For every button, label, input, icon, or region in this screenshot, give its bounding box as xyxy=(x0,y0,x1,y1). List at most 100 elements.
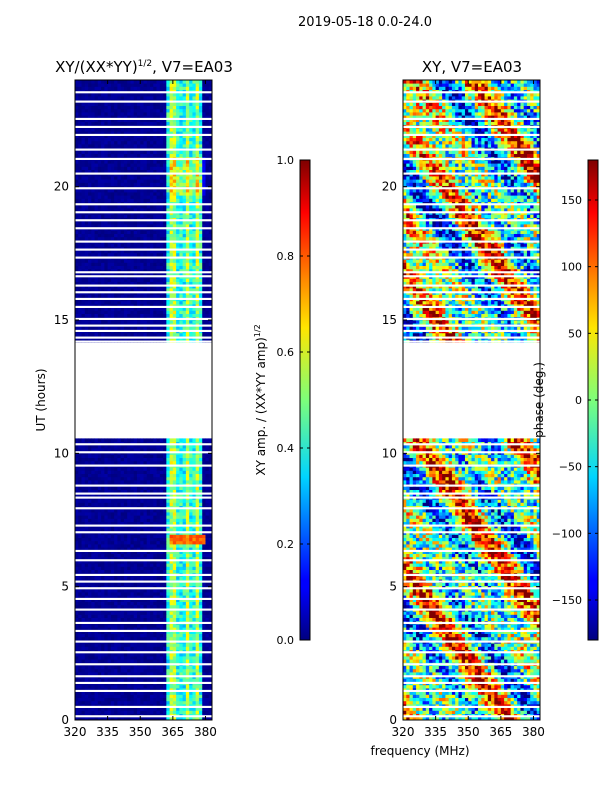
heatmap-cell xyxy=(75,540,79,545)
heatmap-cell xyxy=(114,688,118,692)
heatmap-cell xyxy=(176,320,180,324)
heatmap-cell xyxy=(208,521,213,526)
heatmap-cell xyxy=(136,576,141,580)
heatmap-cell xyxy=(182,550,187,554)
heatmap-cell xyxy=(202,480,206,484)
heatmap-cell xyxy=(123,499,128,503)
heatmap-cell xyxy=(189,528,193,532)
heatmap-cell xyxy=(172,716,177,721)
heatmap-cell xyxy=(198,556,203,561)
heatmap-cell xyxy=(130,460,135,465)
heatmap-cell xyxy=(120,262,125,266)
heatmap-cell xyxy=(179,553,184,558)
heatmap-cell xyxy=(130,710,135,714)
heatmap-cell xyxy=(97,694,102,698)
heatmap-cell xyxy=(192,636,197,641)
heatmap-cell xyxy=(198,300,203,305)
heatmap-cell xyxy=(189,537,193,542)
heatmap-cell xyxy=(198,467,203,471)
heatmap-cell xyxy=(123,332,128,337)
heatmap-cell xyxy=(146,518,151,522)
heatmap-cell xyxy=(159,665,164,670)
heatmap-cell xyxy=(78,547,82,551)
heatmap-cell xyxy=(198,716,203,721)
heatmap-cell xyxy=(208,528,213,532)
heatmap-cell xyxy=(104,560,109,564)
heatmap-cell xyxy=(150,595,154,599)
heatmap-cell xyxy=(192,259,197,263)
heatmap-cell xyxy=(123,672,128,676)
heatmap-cell xyxy=(169,672,174,676)
heatmap-cell xyxy=(202,668,206,673)
heatmap-cell xyxy=(140,707,144,711)
heatmap-cell xyxy=(182,540,187,545)
heatmap-cell xyxy=(179,278,184,282)
heatmap-cell xyxy=(101,665,105,670)
heatmap-cell xyxy=(150,684,154,689)
heatmap-cell xyxy=(195,576,200,580)
heatmap-cell xyxy=(110,259,115,263)
heatmap-cell xyxy=(75,288,79,292)
heatmap-cell xyxy=(192,630,197,634)
heatmap-cell xyxy=(78,320,82,324)
heatmap-cell xyxy=(179,665,184,670)
heatmap-cell xyxy=(198,617,203,622)
heatmap-cell xyxy=(182,262,187,266)
heatmap-cell xyxy=(156,672,161,676)
heatmap-cell xyxy=(195,489,200,494)
heatmap-cell xyxy=(143,476,148,481)
heatmap-cell xyxy=(136,252,141,257)
heatmap-cell xyxy=(143,310,148,314)
heatmap-cell xyxy=(150,633,154,638)
heatmap-cell xyxy=(101,508,105,513)
heatmap-cell xyxy=(130,512,135,516)
heatmap-cell xyxy=(104,694,109,698)
heatmap-cell xyxy=(153,614,157,618)
heatmap-cell xyxy=(91,566,95,570)
heatmap-cell xyxy=(172,528,177,532)
heatmap-cell xyxy=(192,534,197,538)
heatmap-cell xyxy=(91,518,95,522)
heatmap-cell xyxy=(185,300,190,305)
heatmap-cell xyxy=(88,320,92,324)
heatmap-cell xyxy=(130,604,135,609)
heatmap-cell xyxy=(169,300,174,305)
heatmap-cell xyxy=(202,502,206,506)
heatmap-cell xyxy=(75,604,79,609)
heatmap-cell xyxy=(146,684,151,689)
heatmap-cell xyxy=(88,592,92,596)
heatmap-cell xyxy=(163,252,167,257)
heatmap-cell xyxy=(114,521,118,526)
heatmap-cell xyxy=(205,678,210,682)
heatmap-cell xyxy=(189,326,193,330)
heatmap-cell xyxy=(156,313,161,318)
heatmap-cell xyxy=(195,444,200,449)
heatmap-cell xyxy=(189,556,193,561)
heatmap-cell xyxy=(192,550,197,554)
heatmap-cell xyxy=(153,700,157,705)
heatmap-cell xyxy=(117,528,122,532)
heatmap-cell xyxy=(114,547,118,551)
heatmap-cell xyxy=(117,288,122,292)
heatmap-cell xyxy=(123,438,128,442)
heatmap-cell xyxy=(117,313,122,318)
heatmap-cell xyxy=(159,313,164,318)
heatmap-cell xyxy=(127,576,131,580)
heatmap-cell xyxy=(156,704,161,708)
heatmap-cell xyxy=(192,476,197,481)
heatmap-cell xyxy=(146,576,151,580)
heatmap-cell xyxy=(84,307,89,311)
heatmap-cell xyxy=(133,313,138,318)
heatmap-cell xyxy=(123,592,128,596)
heatmap-cell xyxy=(185,704,190,708)
heatmap-cell xyxy=(150,457,154,462)
heatmap-cell xyxy=(101,288,105,292)
heatmap-cell xyxy=(140,540,144,545)
heatmap-cell xyxy=(189,534,193,538)
heatmap-cell xyxy=(78,694,82,698)
heatmap-cell xyxy=(143,444,148,449)
heatmap-cell xyxy=(120,668,125,673)
heatmap-cell xyxy=(94,643,99,647)
heatmap-cell xyxy=(169,473,174,478)
heatmap-cell xyxy=(182,553,187,558)
